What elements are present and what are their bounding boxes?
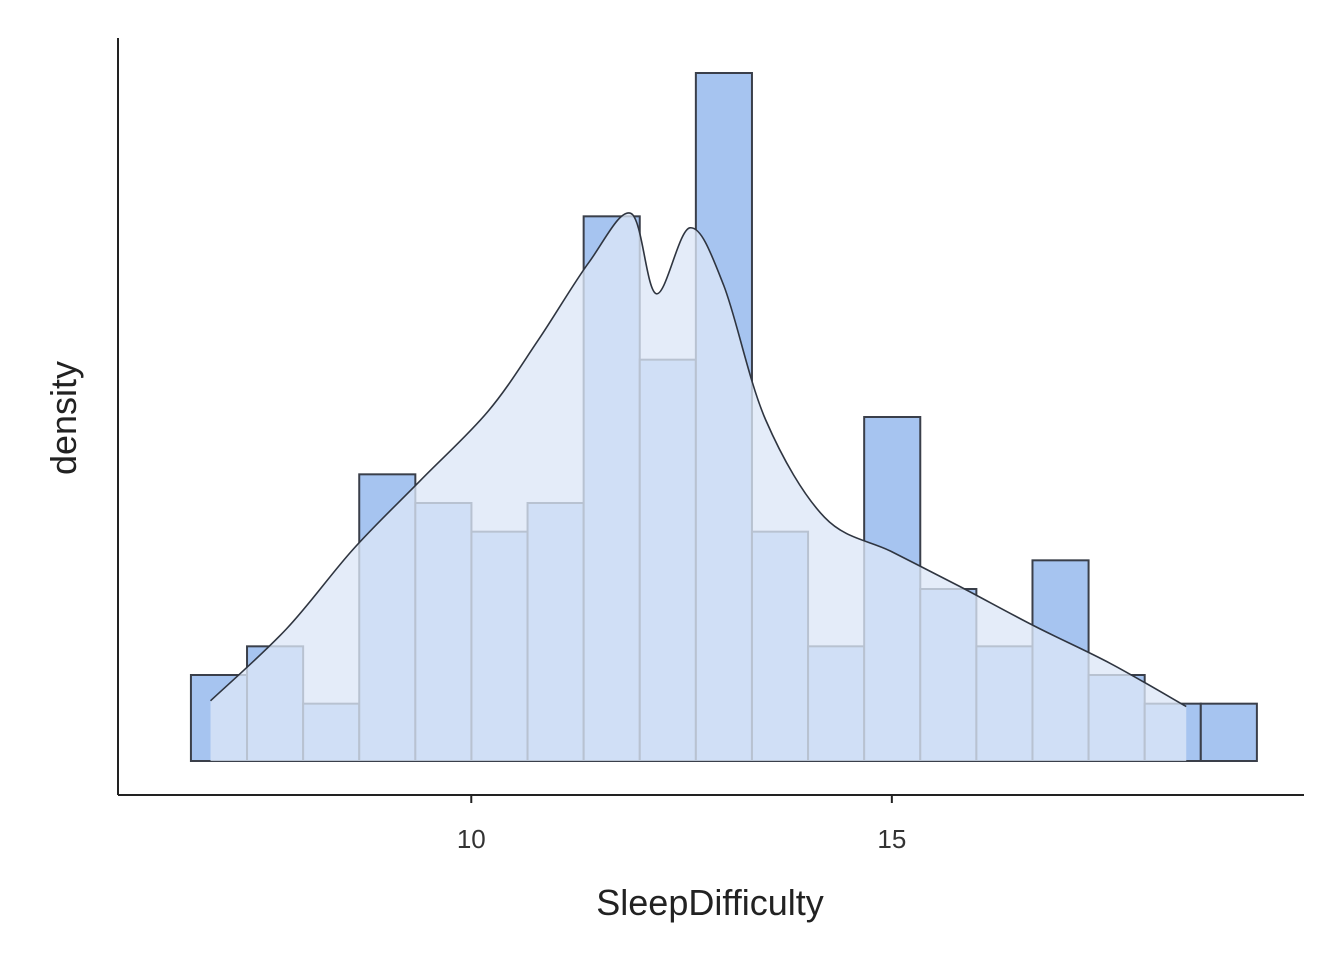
histogram-bar <box>1199 702 1258 762</box>
x-tick-label: 15 <box>877 824 906 854</box>
axes <box>117 38 1304 796</box>
x-ticks: 10 15 <box>457 795 906 854</box>
y-axis-title: density <box>43 361 84 475</box>
x-tick-label: 10 <box>457 824 486 854</box>
density-curve <box>209 212 1187 708</box>
density-area <box>210 212 1187 762</box>
density-layer <box>209 212 1187 762</box>
x-axis-title: SleepDifficulty <box>596 882 823 923</box>
